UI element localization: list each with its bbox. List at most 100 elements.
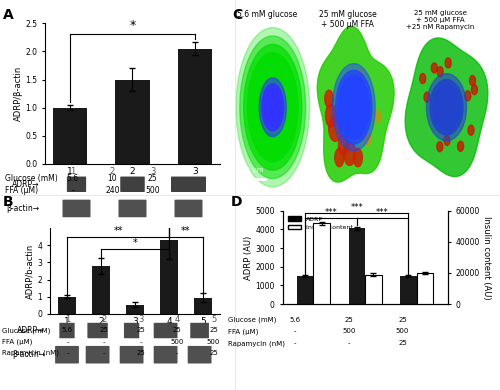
- FancyBboxPatch shape: [124, 323, 139, 338]
- Legend: ADRP, Insulin content: ADRP, Insulin content: [286, 214, 355, 232]
- Text: Glucose (mM): Glucose (mM): [2, 327, 51, 334]
- FancyBboxPatch shape: [118, 200, 146, 217]
- Text: 5.6: 5.6: [290, 317, 300, 323]
- Text: ADRP→: ADRP→: [18, 326, 45, 335]
- Text: 3: 3: [150, 167, 155, 176]
- Text: C: C: [232, 8, 243, 22]
- Polygon shape: [432, 63, 438, 73]
- Text: 5.6 mM glucose: 5.6 mM glucose: [238, 10, 298, 19]
- FancyBboxPatch shape: [62, 200, 90, 217]
- Text: c: c: [400, 28, 405, 39]
- Text: -: -: [176, 350, 178, 356]
- Text: **: **: [181, 226, 190, 236]
- Polygon shape: [262, 84, 283, 131]
- Text: ADRP→: ADRP→: [12, 180, 40, 189]
- Text: -: -: [139, 339, 142, 345]
- Text: 25: 25: [209, 327, 218, 333]
- FancyBboxPatch shape: [188, 346, 212, 363]
- Text: 25 mM glucose
+ 500 μM FFA
+25 nM Rapamycin: 25 mM glucose + 500 μM FFA +25 nM Rapamy…: [406, 10, 474, 30]
- Text: Glucose (mM): Glucose (mM): [5, 174, 58, 183]
- Text: **: **: [114, 226, 123, 236]
- Text: ***: ***: [376, 208, 389, 217]
- Text: -: -: [103, 350, 105, 356]
- Polygon shape: [430, 80, 463, 135]
- Text: 25: 25: [148, 174, 158, 183]
- Polygon shape: [344, 141, 355, 165]
- Text: 25: 25: [398, 340, 407, 346]
- Polygon shape: [465, 91, 471, 101]
- Text: -: -: [103, 339, 105, 345]
- Text: 1: 1: [65, 315, 70, 324]
- Text: FFA (μM): FFA (μM): [228, 328, 258, 335]
- FancyBboxPatch shape: [120, 346, 144, 363]
- Polygon shape: [420, 73, 426, 83]
- Polygon shape: [248, 53, 298, 162]
- Text: -: -: [66, 339, 69, 345]
- Text: -: -: [71, 186, 74, 195]
- Bar: [194, 298, 212, 314]
- FancyBboxPatch shape: [120, 177, 144, 192]
- FancyBboxPatch shape: [55, 346, 79, 363]
- Bar: [178, 49, 212, 164]
- Polygon shape: [348, 126, 354, 138]
- Text: 25: 25: [100, 327, 108, 333]
- Text: b: b: [315, 28, 322, 39]
- Polygon shape: [354, 72, 360, 83]
- Text: ***: ***: [350, 203, 363, 212]
- Bar: [92, 266, 110, 314]
- FancyBboxPatch shape: [171, 177, 206, 192]
- Bar: [126, 305, 144, 314]
- Text: 25 mM glucose
+ 500 μM FFA: 25 mM glucose + 500 μM FFA: [318, 10, 376, 29]
- Text: *: *: [130, 20, 136, 32]
- Bar: [58, 297, 76, 314]
- Polygon shape: [326, 104, 336, 127]
- Text: 3: 3: [138, 315, 143, 324]
- Polygon shape: [338, 75, 370, 139]
- Polygon shape: [426, 74, 467, 141]
- Bar: [416, 273, 433, 304]
- Text: Rapamycin (nM): Rapamycin (nM): [2, 350, 59, 356]
- Polygon shape: [264, 89, 281, 126]
- Text: Glucose (mM): Glucose (mM): [228, 317, 276, 323]
- Text: 5.6: 5.6: [66, 174, 78, 183]
- FancyBboxPatch shape: [174, 200, 203, 217]
- Bar: [348, 229, 365, 304]
- FancyBboxPatch shape: [67, 177, 86, 192]
- Polygon shape: [424, 92, 430, 102]
- Text: 500: 500: [342, 328, 355, 335]
- FancyBboxPatch shape: [86, 346, 110, 363]
- Polygon shape: [444, 135, 450, 145]
- Polygon shape: [445, 58, 451, 68]
- Y-axis label: ADRP (AU): ADRP (AU): [244, 235, 252, 280]
- Text: ***: ***: [324, 208, 338, 217]
- Bar: [116, 80, 150, 164]
- Bar: [400, 276, 416, 304]
- Text: a: a: [236, 28, 243, 39]
- FancyBboxPatch shape: [190, 323, 209, 338]
- Text: 500: 500: [396, 328, 409, 335]
- FancyBboxPatch shape: [154, 323, 178, 338]
- Bar: [160, 240, 178, 314]
- Y-axis label: Insulin content (AU): Insulin content (AU): [482, 216, 490, 299]
- Text: 5: 5: [211, 315, 216, 324]
- FancyBboxPatch shape: [88, 323, 108, 338]
- Text: 25: 25: [398, 317, 407, 323]
- Text: 500: 500: [145, 186, 160, 195]
- Text: FFA (μM): FFA (μM): [5, 186, 38, 195]
- Polygon shape: [324, 90, 334, 108]
- Text: 5.6: 5.6: [62, 327, 73, 333]
- Polygon shape: [240, 36, 306, 179]
- Text: 2: 2: [110, 167, 115, 176]
- Y-axis label: ADRP/b-actin: ADRP/b-actin: [26, 243, 35, 299]
- Polygon shape: [437, 67, 443, 77]
- Text: 500: 500: [207, 339, 220, 345]
- Polygon shape: [318, 26, 394, 182]
- Text: *: *: [132, 238, 138, 248]
- Text: FFA (μM): FFA (μM): [2, 339, 33, 346]
- Text: -: -: [294, 328, 296, 335]
- Polygon shape: [338, 135, 348, 155]
- Polygon shape: [375, 111, 380, 122]
- Polygon shape: [236, 28, 310, 187]
- Polygon shape: [335, 148, 344, 167]
- Polygon shape: [458, 141, 464, 151]
